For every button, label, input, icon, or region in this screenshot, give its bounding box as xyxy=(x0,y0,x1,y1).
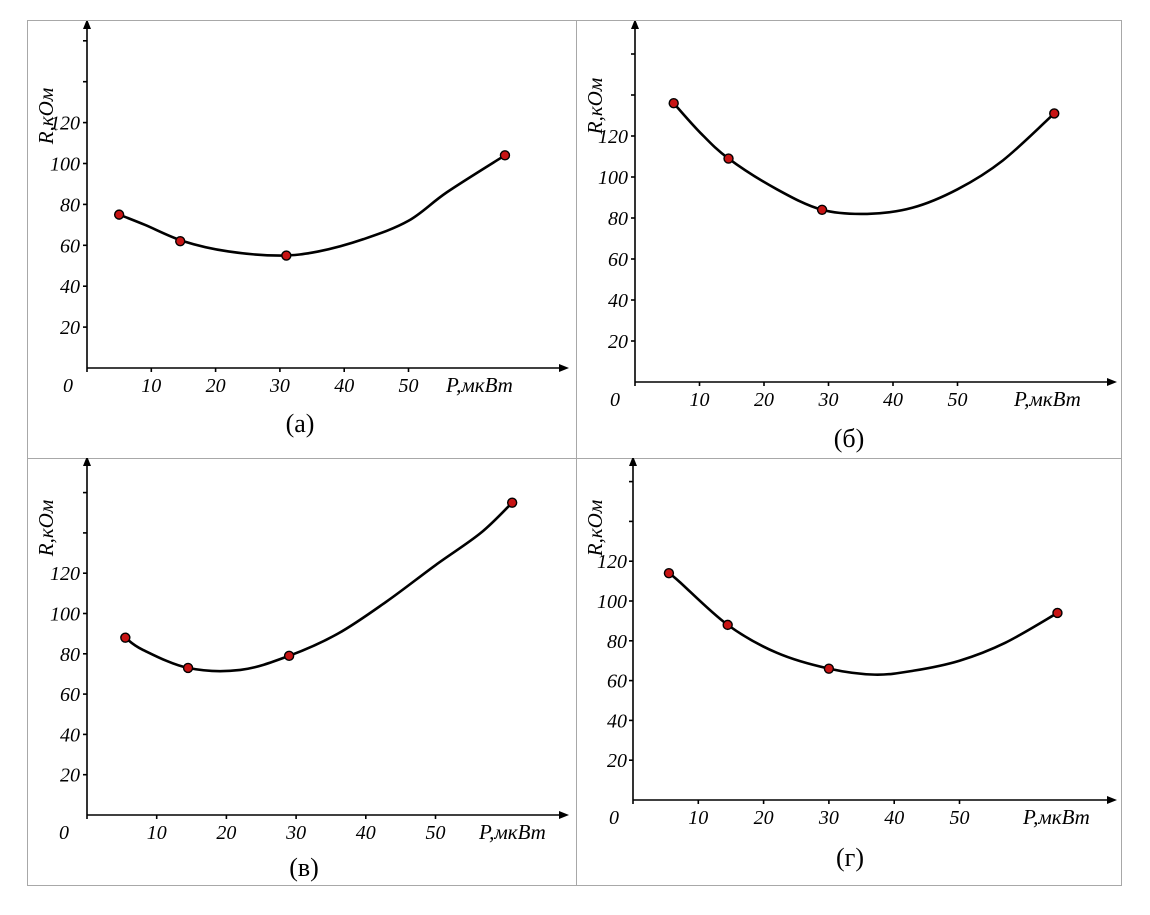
origin-label-a: 0 xyxy=(63,375,73,397)
caption-a: (а) xyxy=(285,409,315,438)
x-tick-label-a: 20 xyxy=(206,375,226,397)
series-line-b xyxy=(672,101,1056,216)
x-axis-label-b: P,мкВт xyxy=(1013,387,1081,411)
x-tick-label-d: 10 xyxy=(688,807,708,829)
y-axis-label-a: R,кОм xyxy=(34,88,58,145)
series-line-a xyxy=(117,154,507,257)
chart-panel-a: 20 40 60 80 100 120 10 20 30 40 50 0 P,мкВт R,кОм (а) xyxy=(28,21,575,457)
x-axis-label-a: P,мкВт xyxy=(445,373,513,397)
x-tick-label-c: 20 xyxy=(216,822,236,844)
data-point-c xyxy=(506,497,518,508)
chart-panel-d: 20 40 60 80 100 120 10 20 30 40 50 0 P,мкВт R,кОм (г) xyxy=(577,458,1122,885)
x-axis-arrow-d xyxy=(1107,796,1117,804)
y-axis-label-b: R,кОм xyxy=(583,78,607,135)
x-axis-arrow-c xyxy=(559,811,569,819)
y-tick-label-c: 40 xyxy=(60,724,80,746)
y-tick-label-a: 60 xyxy=(60,235,80,257)
series-line-d xyxy=(667,571,1059,676)
data-point-d xyxy=(823,663,835,674)
y-tick-label-b: 120 xyxy=(598,126,628,148)
data-point-b xyxy=(1049,108,1060,119)
x-tick-label-b: 20 xyxy=(754,389,774,411)
y-axis-arrow-d xyxy=(629,458,637,466)
data-point-d xyxy=(663,567,675,579)
data-point-d xyxy=(722,619,733,631)
x-tick-label-c: 40 xyxy=(356,822,376,844)
caption-d: (г) xyxy=(836,843,864,872)
data-point-a xyxy=(113,209,125,220)
data-point-b xyxy=(723,153,734,164)
data-point-a xyxy=(281,250,292,261)
data-point-c xyxy=(120,632,131,643)
y-tick-label-b: 40 xyxy=(608,290,628,312)
chart-svg-b: 20 40 60 80 100 120 10 20 30 40 50 0 P,мкВт R,кОм xyxy=(583,21,1117,411)
y-axis-label-c: R,кОм xyxy=(34,500,58,557)
y-tick-label-c: 100 xyxy=(50,604,80,626)
chart-svg-d: 20 40 60 80 100 120 10 20 30 40 50 0 P,мкВт R,кОм xyxy=(583,458,1117,829)
x-tick-label-c: 10 xyxy=(147,822,167,844)
y-tick-label-a: 100 xyxy=(50,154,80,176)
x-tick-label-a: 10 xyxy=(141,375,161,397)
data-point-d xyxy=(1052,607,1063,619)
y-tick-label-b: 100 xyxy=(598,167,628,189)
origin-label-d: 0 xyxy=(609,807,619,829)
y-tick-label-a: 120 xyxy=(50,113,80,135)
y-tick-label-d: 20 xyxy=(607,750,627,772)
data-point-a xyxy=(175,236,186,247)
x-axis-arrow-b xyxy=(1107,378,1117,386)
x-tick-label-a: 50 xyxy=(399,375,419,397)
x-tick-label-b: 30 xyxy=(818,389,839,411)
x-tick-label-d: 40 xyxy=(884,807,904,829)
y-tick-label-b: 20 xyxy=(608,331,628,353)
y-tick-label-d: 60 xyxy=(607,671,627,693)
y-tick-label-c: 20 xyxy=(60,765,80,787)
origin-label-b: 0 xyxy=(610,389,620,411)
data-point-c xyxy=(182,662,194,674)
data-point-b xyxy=(816,204,828,216)
y-axis-arrow-c xyxy=(83,458,91,466)
x-axis-arrow-a xyxy=(559,364,569,372)
y-tick-label-c: 80 xyxy=(60,644,80,666)
y-tick-label-a: 20 xyxy=(60,317,80,339)
x-tick-label-c: 50 xyxy=(426,822,446,844)
y-tick-label-a: 40 xyxy=(60,276,80,298)
y-tick-label-d: 40 xyxy=(607,710,627,732)
data-point-a xyxy=(499,150,511,161)
y-axis-label-d: R,кОм xyxy=(583,500,607,557)
data-point-c xyxy=(283,650,295,662)
chart-svg-c: 20 40 60 80 100 120 10 20 30 40 50 0 P,мкВт R,кОм xyxy=(34,458,569,844)
y-tick-label-c: 120 xyxy=(50,563,80,585)
y-tick-label-d: 80 xyxy=(607,631,627,653)
x-axis-label-c: P,мкВт xyxy=(478,820,546,844)
y-tick-label-d: 120 xyxy=(597,551,627,573)
x-tick-label-b: 50 xyxy=(948,389,968,411)
y-tick-label-b: 60 xyxy=(608,249,628,271)
x-tick-label-c: 30 xyxy=(285,822,306,844)
y-tick-label-a: 80 xyxy=(60,194,80,216)
x-tick-label-d: 50 xyxy=(950,807,970,829)
caption-c: (в) xyxy=(289,853,319,882)
y-tick-label-c: 60 xyxy=(60,684,80,706)
grid-horizontal-divider xyxy=(28,458,1121,459)
chart-panel-c: 20 40 60 80 100 120 10 20 30 40 50 0 P,мкВт R,кОм (в) xyxy=(28,458,575,885)
grid-vertical-divider xyxy=(576,21,577,885)
x-tick-label-d: 20 xyxy=(754,807,774,829)
x-tick-label-a: 40 xyxy=(334,375,354,397)
chart-panel-b: 20 40 60 80 100 120 10 20 30 40 50 0 P,мкВт R,кОм (б) xyxy=(577,21,1122,457)
y-axis-arrow-a xyxy=(83,21,91,29)
x-tick-label-b: 10 xyxy=(690,389,710,411)
figure-grid xyxy=(27,20,1122,886)
origin-label-c: 0 xyxy=(59,822,69,844)
y-axis-arrow-b xyxy=(631,21,639,29)
y-tick-label-d: 100 xyxy=(597,591,627,613)
x-axis-label-d: P,мкВт xyxy=(1022,805,1090,829)
series-line-c xyxy=(124,501,514,673)
x-tick-label-b: 40 xyxy=(883,389,903,411)
x-tick-label-a: 30 xyxy=(269,375,290,397)
chart-svg-a: 20 40 60 80 100 120 10 20 30 40 50 0 P,мкВт R,кОм xyxy=(34,21,569,397)
y-tick-label-b: 80 xyxy=(608,208,628,230)
x-tick-label-d: 30 xyxy=(818,807,839,829)
caption-b: (б) xyxy=(833,424,865,453)
data-point-b xyxy=(668,97,679,109)
